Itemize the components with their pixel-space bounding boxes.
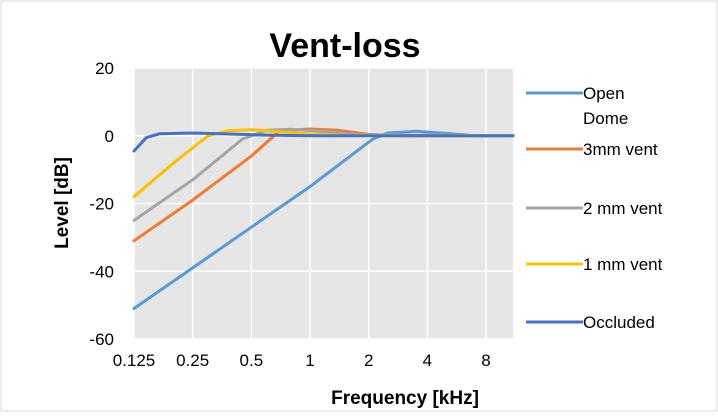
x-tick-label: 8 — [481, 351, 490, 370]
legend: Open Dome 3mm vent 2 mm vent 1 mm vent Occlud… — [526, 84, 663, 332]
y-tick-label: 0 — [105, 127, 114, 146]
x-tick-label: 0.25 — [176, 351, 209, 370]
grid-layer — [133, 67, 513, 340]
legend-label: Occluded — [583, 313, 655, 332]
legend-label: 2 mm vent — [583, 199, 663, 218]
x-tick-label: 1 — [305, 351, 314, 370]
legend-label: Open — [583, 84, 625, 103]
legend-label: 1 mm vent — [583, 255, 663, 274]
x-tick-label: 2 — [364, 351, 373, 370]
y-tick-label: -60 — [89, 330, 114, 349]
y-tick-label: -20 — [89, 195, 114, 214]
legend-label: 3mm vent — [583, 140, 658, 159]
x-tick-label: 4 — [423, 351, 432, 370]
y-axis-title: Level [dB] — [52, 157, 73, 249]
x-tick-label: 0.125 — [113, 351, 156, 370]
x-axis-title: Frequency [kHz] — [331, 388, 479, 409]
chart-title: Vent-loss — [269, 27, 420, 65]
y-tick-label: 20 — [95, 59, 114, 78]
y-axis-ticks: 20 0 -20 -40 -60 — [89, 59, 114, 349]
series-line-occluded — [132, 131, 515, 153]
x-tick-label: 0.5 — [240, 351, 264, 370]
legend-label: Dome — [583, 109, 628, 128]
y-tick-label: -40 — [89, 262, 114, 281]
x-axis-ticks: 0.125 0.25 0.5 1 2 4 8 — [113, 351, 491, 370]
series-layer — [132, 127, 515, 310]
